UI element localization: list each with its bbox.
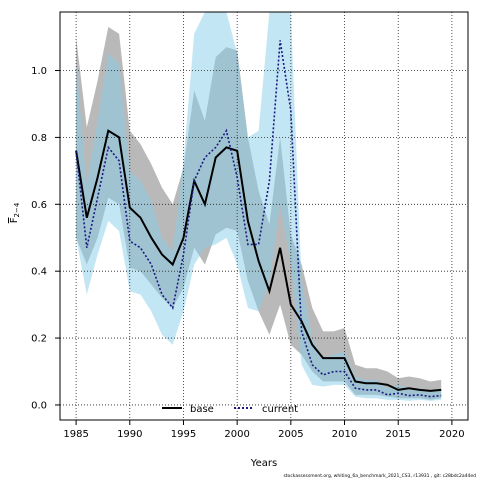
y-tick-label: 0.0	[31, 400, 47, 411]
y-axis-title-subscript: 2−4	[13, 202, 21, 217]
y-axis: 0.0 0.2 0.4 0.6 0.8 1.0	[31, 66, 60, 411]
y-tick-label: 0.2	[31, 334, 47, 345]
x-tick-label: 2005	[278, 429, 303, 440]
x-tick-label: 2010	[332, 429, 357, 440]
series-lines	[75, 40, 442, 398]
legend-label-base: base	[190, 404, 214, 415]
series-line-base	[75, 129, 442, 392]
x-tick-label: 2000	[224, 429, 249, 440]
confidence-band-current	[76, 12, 442, 401]
y-axis-title: F2−4	[9, 202, 21, 223]
confidence-bands	[76, 12, 442, 401]
plot-frame	[59, 11, 469, 421]
x-tick-label: 1985	[63, 429, 88, 440]
y-tick-label: 0.6	[31, 200, 47, 211]
x-tick-label: 1995	[171, 429, 196, 440]
x-axis-title: Years	[250, 458, 277, 469]
x-axis: 1985 1990 1995 2000 2005 2010 2015 2020	[63, 420, 465, 440]
y-tick-label: 1.0	[31, 66, 47, 77]
x-tick-label: 1990	[117, 429, 142, 440]
legend-label-current: current	[262, 404, 298, 415]
y-tick-label: 0.8	[31, 133, 47, 144]
footer-text: stockassessment.org, whiting_6a_benchmar…	[283, 473, 476, 479]
x-tick-label: 2020	[439, 429, 464, 440]
y-tick-label: 0.4	[31, 267, 47, 278]
y-axis-title-main: F	[9, 217, 20, 223]
svg-text:F2−4: F2−4	[9, 202, 21, 223]
legend: base current	[162, 404, 298, 415]
grid-lines	[60, 12, 468, 420]
x-tick-label: 2015	[385, 429, 410, 440]
